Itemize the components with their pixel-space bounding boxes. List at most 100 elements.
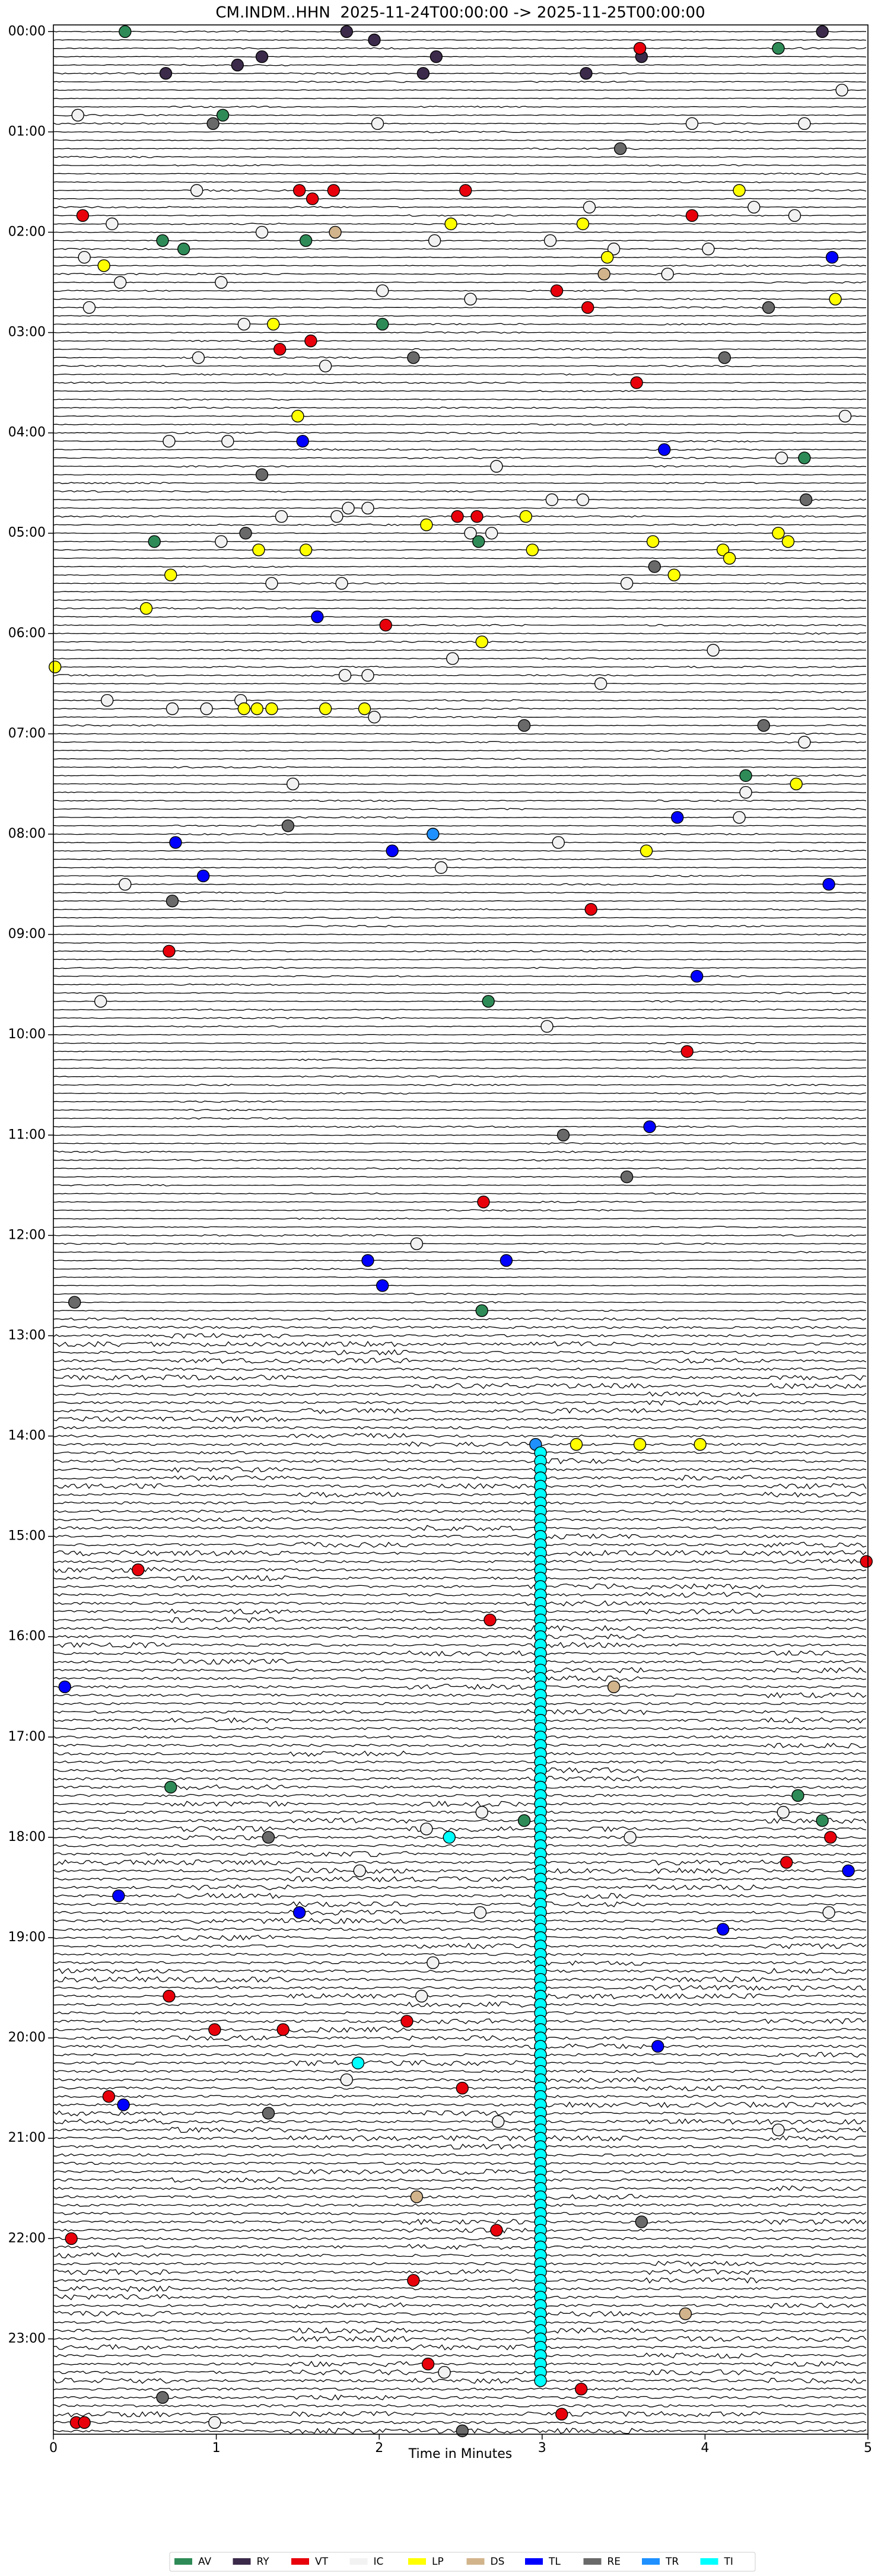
event-marker (576, 493, 590, 507)
trace (53, 1242, 867, 1245)
event-marker (600, 251, 614, 264)
event-marker (169, 836, 182, 849)
event-marker (164, 1780, 177, 1794)
trace (53, 1566, 867, 1573)
legend-label: AV (198, 2556, 212, 2568)
event-marker (255, 225, 269, 239)
event-marker (679, 2307, 692, 2320)
trace (53, 1008, 867, 1011)
trace (53, 1042, 867, 1045)
event-marker (368, 33, 381, 47)
trace (53, 1702, 867, 1706)
trace (53, 683, 867, 685)
trace (53, 1317, 867, 1321)
event-marker (456, 2424, 469, 2438)
event-marker (49, 660, 62, 673)
event-marker (757, 719, 770, 732)
event-marker (306, 192, 319, 205)
trace (53, 122, 867, 125)
trace (53, 2034, 867, 2041)
event-marker (361, 669, 374, 682)
trace (53, 147, 866, 150)
event-marker (459, 184, 472, 197)
trace (53, 599, 867, 602)
trace (53, 1625, 867, 1632)
trace (53, 2153, 867, 2157)
event-marker (299, 234, 313, 247)
y-tick-label: 17:00 (8, 1729, 46, 1744)
event-marker (113, 276, 127, 289)
trace (53, 1357, 867, 1364)
trace (53, 1985, 867, 1991)
event-marker (583, 201, 596, 214)
trace (53, 1491, 867, 1498)
trace (53, 323, 867, 326)
event-marker (376, 1279, 389, 1292)
trace (53, 582, 867, 585)
trace (53, 1260, 867, 1261)
event-marker (718, 351, 731, 364)
event-marker (788, 209, 802, 222)
event-marker (438, 2366, 451, 2379)
trace (53, 306, 867, 309)
trace (53, 959, 867, 961)
trace (53, 1784, 867, 1791)
trace (53, 80, 867, 83)
trace (53, 164, 867, 167)
trace (53, 1301, 867, 1304)
trace (53, 72, 867, 75)
trace (53, 2185, 867, 2192)
trace (53, 2110, 867, 2117)
trace (53, 2043, 867, 2049)
event-marker (702, 242, 715, 256)
event-marker (552, 836, 565, 849)
trace (53, 624, 867, 626)
legend: AV RY VT IC LP DS TL RE TR TI (169, 2552, 756, 2572)
trace (53, 114, 867, 117)
trace (53, 1209, 867, 1212)
y-tick-label: 15:00 (8, 1529, 46, 1544)
event-marker (117, 2098, 130, 2111)
x-tick-label: 0 (49, 2441, 58, 2456)
event-marker (262, 2107, 275, 2120)
event-marker (265, 577, 278, 590)
trace (53, 2294, 867, 2301)
event-marker (707, 644, 720, 657)
event-marker (311, 610, 324, 624)
trace (53, 2193, 867, 2200)
trace (53, 2095, 867, 2098)
trace (53, 1325, 867, 1330)
trace (53, 56, 867, 58)
trace (53, 774, 867, 777)
trace (53, 264, 867, 267)
trace (53, 1633, 867, 1640)
trace (53, 1408, 867, 1414)
event-marker (517, 1814, 531, 1827)
trace (53, 172, 867, 175)
event-marker (500, 1254, 513, 1267)
event-marker (291, 409, 304, 423)
legend-label: IC (374, 2556, 384, 2568)
trace (53, 2027, 867, 2033)
trace (53, 1935, 867, 1941)
event-marker (633, 1438, 647, 1451)
trace (53, 1134, 867, 1136)
event-marker (575, 2383, 588, 2396)
trace (53, 1100, 867, 1103)
event-marker (775, 451, 788, 465)
trace (53, 2101, 867, 2108)
trace (53, 1893, 867, 1900)
event-marker (163, 1989, 176, 2003)
event-marker (338, 669, 352, 682)
trace (53, 2060, 867, 2066)
event-marker (361, 501, 374, 515)
trace (53, 1167, 867, 1170)
x-tick-label: 3 (538, 2441, 546, 2456)
trace (53, 2219, 867, 2225)
trace (53, 540, 867, 543)
trace (53, 2118, 867, 2125)
y-tick-label: 06:00 (8, 626, 46, 641)
event-marker (262, 1831, 275, 1844)
event-marker (94, 995, 107, 1008)
event-marker (790, 777, 803, 791)
